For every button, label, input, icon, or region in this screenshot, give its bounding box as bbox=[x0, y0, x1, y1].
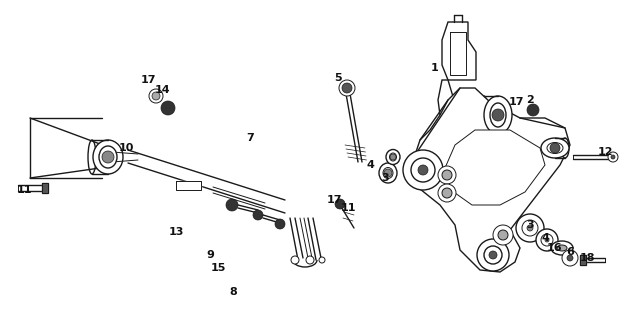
Polygon shape bbox=[42, 183, 48, 193]
Text: 17: 17 bbox=[508, 97, 524, 107]
Text: 14: 14 bbox=[155, 85, 171, 95]
Circle shape bbox=[527, 225, 533, 231]
Polygon shape bbox=[438, 80, 454, 115]
Ellipse shape bbox=[557, 245, 567, 251]
Text: 7: 7 bbox=[246, 133, 254, 143]
Circle shape bbox=[489, 251, 497, 259]
Polygon shape bbox=[445, 130, 545, 205]
Circle shape bbox=[477, 239, 509, 271]
Polygon shape bbox=[580, 255, 586, 265]
Circle shape bbox=[161, 101, 175, 115]
Text: 9: 9 bbox=[206, 250, 214, 260]
Text: 13: 13 bbox=[169, 227, 184, 237]
Text: 17: 17 bbox=[326, 195, 342, 205]
Ellipse shape bbox=[99, 146, 117, 168]
Text: 11: 11 bbox=[16, 185, 31, 195]
Polygon shape bbox=[415, 88, 570, 272]
Circle shape bbox=[522, 220, 538, 236]
Circle shape bbox=[545, 238, 549, 242]
Polygon shape bbox=[442, 22, 476, 80]
Circle shape bbox=[567, 255, 573, 261]
Ellipse shape bbox=[93, 140, 123, 174]
Ellipse shape bbox=[386, 149, 400, 164]
Text: 12: 12 bbox=[598, 147, 613, 157]
Ellipse shape bbox=[547, 142, 563, 154]
Circle shape bbox=[403, 150, 443, 190]
Text: 10: 10 bbox=[118, 143, 134, 153]
Circle shape bbox=[438, 184, 456, 202]
Circle shape bbox=[275, 219, 285, 229]
Ellipse shape bbox=[480, 96, 488, 134]
Circle shape bbox=[608, 152, 618, 162]
Text: 8: 8 bbox=[229, 287, 237, 297]
Circle shape bbox=[498, 230, 508, 240]
Circle shape bbox=[339, 80, 355, 96]
Circle shape bbox=[536, 229, 558, 251]
Text: 11: 11 bbox=[340, 203, 356, 213]
Circle shape bbox=[492, 109, 504, 121]
Circle shape bbox=[418, 165, 428, 175]
Circle shape bbox=[484, 246, 502, 264]
Text: 1: 1 bbox=[431, 63, 439, 73]
Circle shape bbox=[438, 166, 456, 184]
Text: 2: 2 bbox=[526, 95, 534, 105]
Text: 6: 6 bbox=[566, 247, 574, 257]
Text: 4: 4 bbox=[541, 233, 549, 243]
Circle shape bbox=[550, 143, 560, 153]
Circle shape bbox=[411, 158, 435, 182]
Ellipse shape bbox=[541, 138, 569, 158]
Text: 4: 4 bbox=[366, 160, 374, 170]
Circle shape bbox=[390, 154, 396, 160]
Circle shape bbox=[149, 89, 163, 103]
Ellipse shape bbox=[490, 103, 506, 127]
Text: 3: 3 bbox=[381, 173, 389, 183]
Circle shape bbox=[291, 256, 299, 264]
Circle shape bbox=[306, 256, 314, 264]
Ellipse shape bbox=[379, 163, 397, 183]
Ellipse shape bbox=[88, 140, 96, 174]
Circle shape bbox=[253, 210, 263, 220]
Text: 3: 3 bbox=[526, 220, 534, 230]
Circle shape bbox=[102, 151, 114, 163]
Ellipse shape bbox=[484, 96, 512, 134]
Circle shape bbox=[319, 257, 325, 263]
Circle shape bbox=[541, 234, 553, 246]
Circle shape bbox=[384, 169, 392, 177]
Circle shape bbox=[516, 214, 544, 242]
Text: 18: 18 bbox=[579, 253, 595, 263]
Circle shape bbox=[562, 250, 578, 266]
Circle shape bbox=[527, 104, 539, 116]
Circle shape bbox=[493, 225, 513, 245]
Circle shape bbox=[342, 83, 352, 93]
Text: 15: 15 bbox=[210, 263, 226, 273]
Text: 16: 16 bbox=[547, 243, 563, 253]
Ellipse shape bbox=[389, 153, 396, 161]
Circle shape bbox=[152, 92, 160, 100]
Polygon shape bbox=[175, 180, 201, 189]
Ellipse shape bbox=[551, 241, 573, 255]
Ellipse shape bbox=[383, 167, 393, 179]
Circle shape bbox=[226, 199, 238, 211]
Text: 5: 5 bbox=[334, 73, 342, 83]
Circle shape bbox=[442, 188, 452, 198]
Ellipse shape bbox=[561, 138, 569, 158]
Text: 17: 17 bbox=[140, 75, 156, 85]
Circle shape bbox=[442, 170, 452, 180]
Circle shape bbox=[335, 199, 345, 209]
Circle shape bbox=[611, 155, 615, 159]
